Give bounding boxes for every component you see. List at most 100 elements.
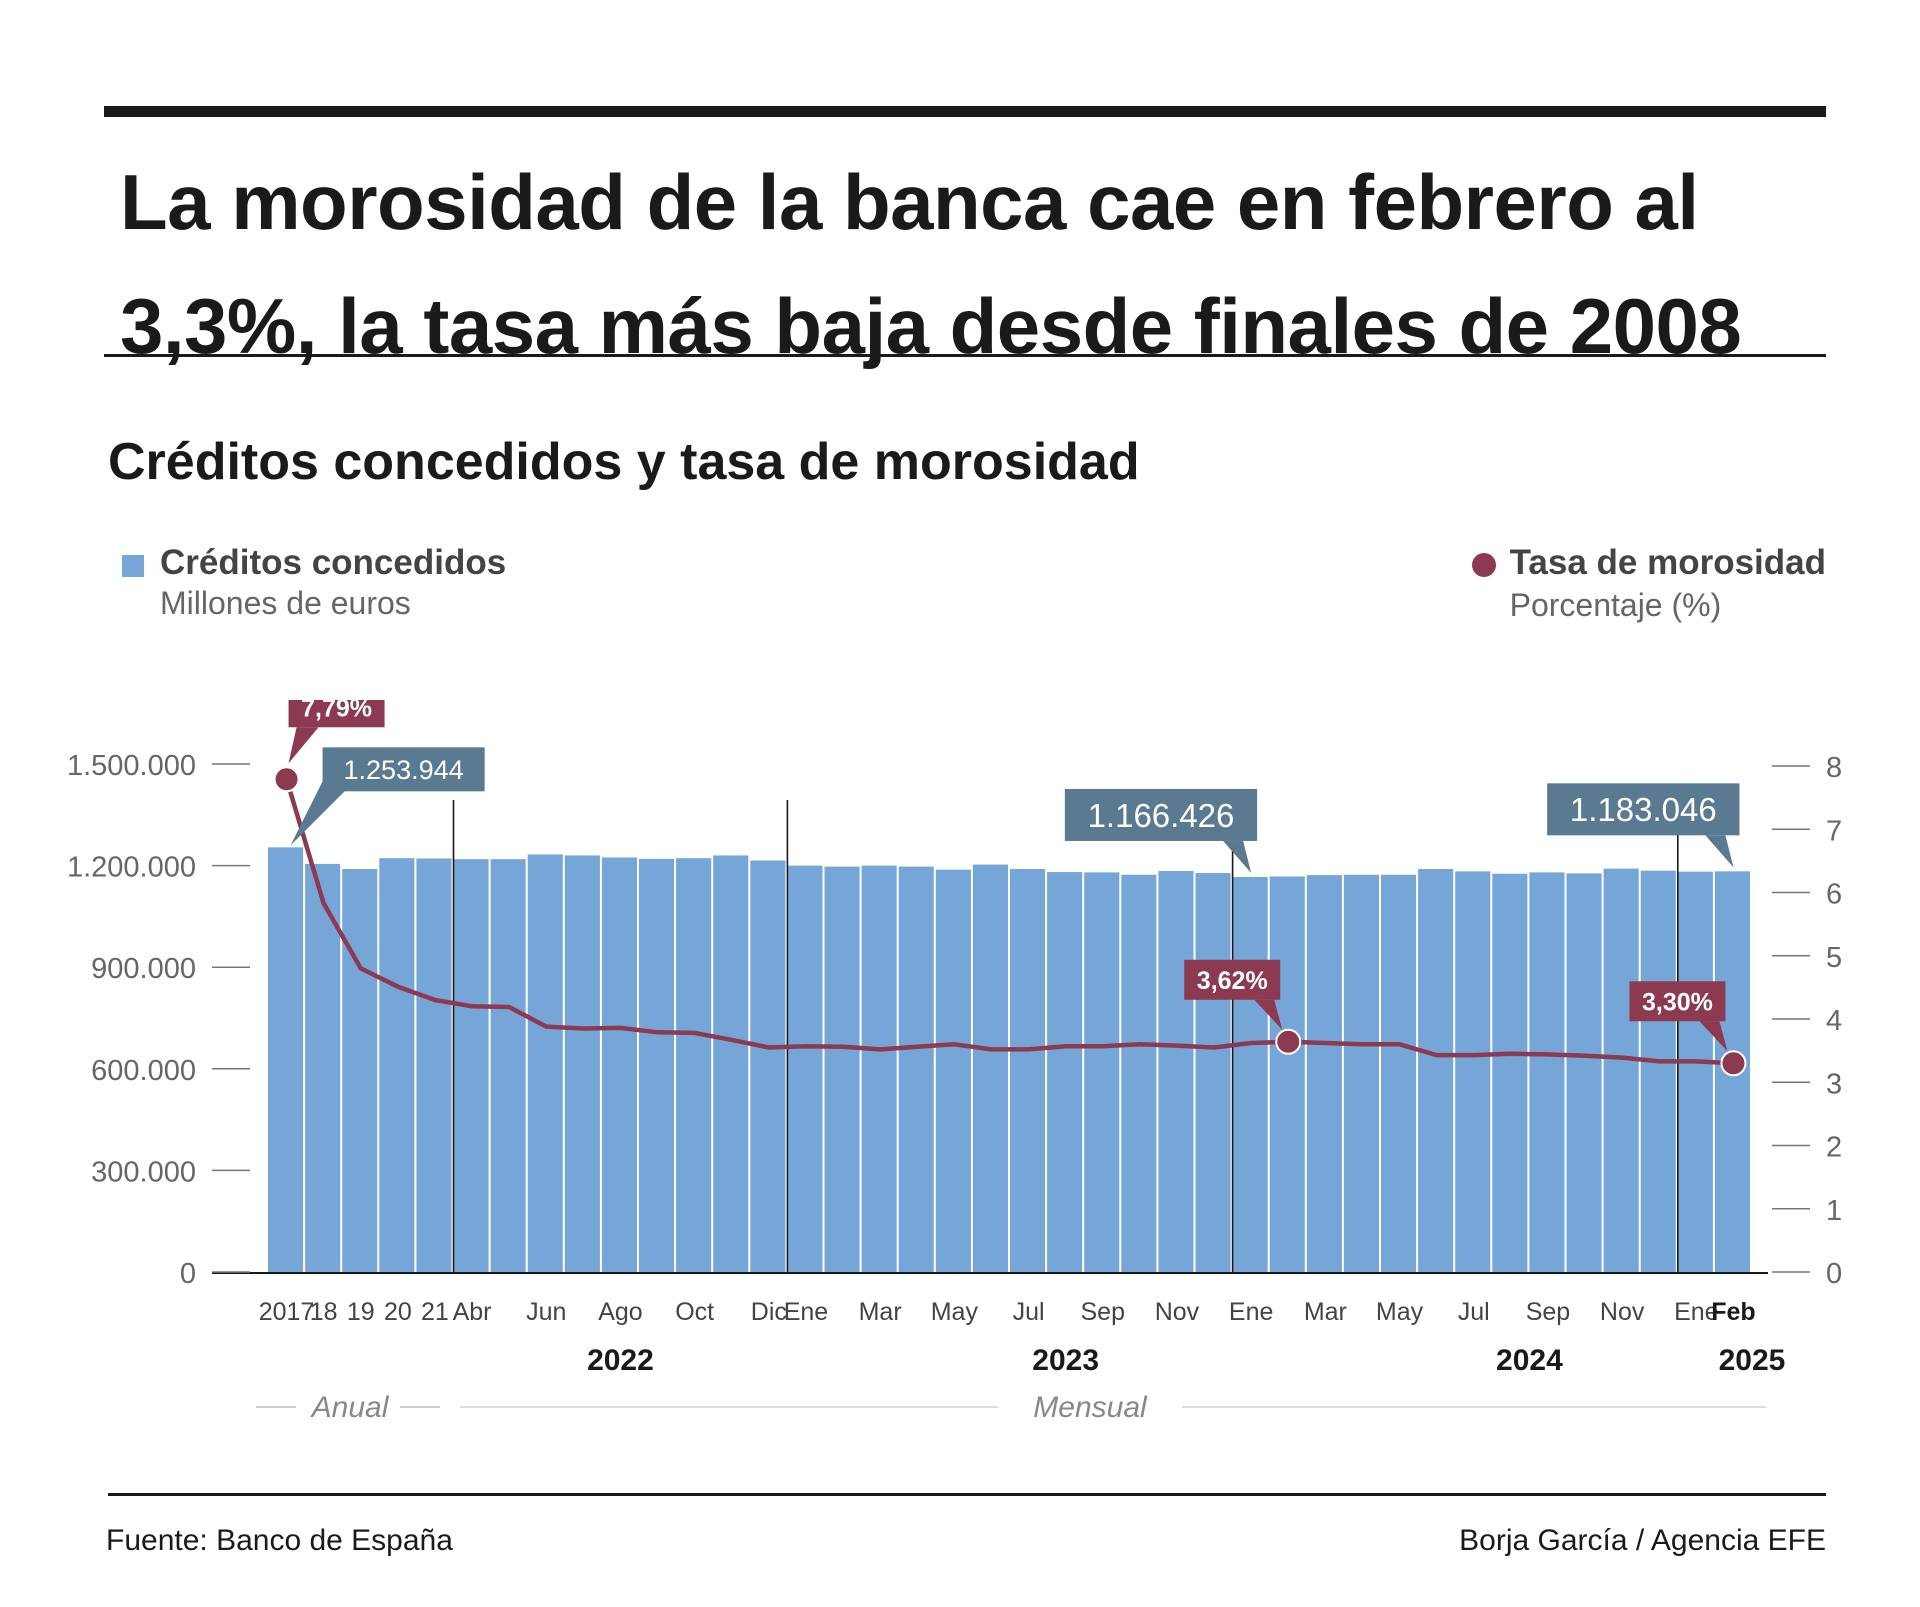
callout-box bbox=[1547, 783, 1740, 836]
morosidad-line bbox=[284, 778, 1734, 1066]
bar bbox=[564, 855, 600, 1272]
bar bbox=[1640, 870, 1676, 1272]
callout-label: 7,79% bbox=[301, 700, 372, 722]
bar bbox=[601, 857, 637, 1272]
callout-box bbox=[1629, 981, 1726, 1022]
bar bbox=[1603, 868, 1639, 1272]
x-tick-label: Nov bbox=[1600, 1298, 1645, 1326]
legend-creditos-name: Créditos concedidos bbox=[160, 543, 507, 582]
bar bbox=[1529, 872, 1565, 1272]
year-label: 2025 bbox=[1719, 1344, 1786, 1377]
bar bbox=[639, 858, 675, 1272]
left-tick-label: 900.000 bbox=[91, 953, 196, 985]
bar bbox=[1418, 868, 1454, 1272]
bar bbox=[787, 865, 823, 1272]
bar bbox=[379, 858, 415, 1272]
page-title: La morosidad de la banca cae en febrero … bbox=[120, 158, 1742, 370]
bar bbox=[1269, 876, 1305, 1272]
year-label: 2022 bbox=[587, 1344, 654, 1377]
right-tick-label: 0 bbox=[1826, 1258, 1842, 1290]
left-tick-label: 1.200.000 bbox=[67, 852, 196, 884]
title-rule bbox=[104, 354, 1826, 357]
callout-pointer bbox=[1699, 1021, 1728, 1052]
bar bbox=[713, 855, 749, 1272]
callout-label: 3,62% bbox=[1197, 967, 1268, 995]
bar bbox=[416, 858, 452, 1272]
legend-creditos-unit: Millones de euros bbox=[160, 585, 411, 621]
left-tick-label: 600.000 bbox=[91, 1055, 196, 1087]
bar bbox=[861, 865, 897, 1272]
bar bbox=[676, 858, 712, 1272]
bar bbox=[750, 860, 786, 1272]
source-text: Fuente: Banco de España bbox=[106, 1524, 453, 1557]
bar bbox=[1343, 874, 1379, 1272]
callout-box bbox=[322, 747, 485, 792]
callout-label: 3,30% bbox=[1642, 988, 1713, 1016]
x-tick-label: Ene bbox=[1674, 1298, 1718, 1326]
callout-pointer bbox=[1705, 835, 1734, 868]
x-tick-label: Sep bbox=[1081, 1298, 1125, 1326]
period-label-mensual: Mensual bbox=[1033, 1391, 1148, 1424]
callout-box bbox=[288, 700, 385, 728]
x-tick-label: Sep bbox=[1526, 1298, 1570, 1326]
bar bbox=[1121, 874, 1157, 1272]
bar-swatch-icon bbox=[122, 555, 144, 577]
legend-morosidad-name: Tasa de morosidad bbox=[1509, 543, 1826, 582]
bar bbox=[1232, 876, 1268, 1272]
x-tick-label: Jul bbox=[1458, 1298, 1490, 1326]
bar bbox=[268, 847, 304, 1272]
bar bbox=[1677, 871, 1713, 1272]
bar bbox=[1566, 873, 1602, 1272]
bar bbox=[453, 859, 489, 1272]
x-tick-label: Ago bbox=[598, 1298, 642, 1326]
bar bbox=[972, 864, 1008, 1272]
top-rule bbox=[104, 106, 1826, 117]
chart-subtitle: Créditos concedidos y tasa de morosidad bbox=[108, 433, 1140, 491]
callout-pointer bbox=[290, 781, 345, 846]
right-tick-label: 5 bbox=[1826, 942, 1842, 974]
combo-chart: 0 300.000 600.000 900.000 1.200.000 1.500.000… bbox=[67, 700, 1842, 1424]
callout-box bbox=[1184, 959, 1281, 1000]
x-tick-label: Jul bbox=[1013, 1298, 1045, 1326]
x-tick-label: 18 bbox=[310, 1298, 338, 1326]
right-tick-label: 6 bbox=[1826, 879, 1842, 911]
bar bbox=[1010, 868, 1046, 1272]
bar bbox=[1047, 872, 1083, 1272]
bar bbox=[898, 866, 934, 1272]
right-tick-label: 7 bbox=[1826, 815, 1842, 847]
bar bbox=[1195, 873, 1231, 1272]
bar bbox=[935, 869, 971, 1272]
bar bbox=[1455, 871, 1491, 1272]
left-tick-label: 0 bbox=[180, 1258, 196, 1290]
bar bbox=[1381, 874, 1417, 1272]
bar bbox=[490, 859, 526, 1272]
legend-morosidad: Tasa de morosidad Porcentaje (%) bbox=[1471, 543, 1826, 624]
x-tick-label: 20 bbox=[384, 1298, 412, 1326]
x-tick-label: Jun bbox=[526, 1298, 566, 1326]
right-tick-label: 3 bbox=[1826, 1068, 1842, 1100]
right-tick-label: 8 bbox=[1826, 752, 1842, 784]
bar bbox=[1306, 875, 1342, 1272]
right-tick-label: 4 bbox=[1826, 1005, 1842, 1037]
bar bbox=[527, 854, 563, 1272]
left-tick-label: 1.500.000 bbox=[67, 750, 196, 782]
x-tick-label: Oct bbox=[675, 1298, 714, 1326]
x-tick-label: Ene bbox=[1229, 1298, 1273, 1326]
bar bbox=[1492, 873, 1528, 1272]
x-tick-label: Feb bbox=[1711, 1298, 1755, 1326]
right-tick-label: 2 bbox=[1826, 1132, 1842, 1164]
callout-box bbox=[1064, 788, 1258, 841]
bar bbox=[342, 868, 378, 1272]
left-tick-label: 300.000 bbox=[91, 1156, 196, 1188]
bar bbox=[1158, 871, 1194, 1272]
year-label: 2023 bbox=[1032, 1344, 1099, 1377]
right-tick-label: 1 bbox=[1826, 1195, 1842, 1227]
x-tick-label: May bbox=[931, 1298, 979, 1326]
bar bbox=[1084, 872, 1120, 1272]
period-label-anual: Anual bbox=[310, 1391, 390, 1424]
callout-label: 1.253.944 bbox=[344, 755, 464, 785]
footer-rule bbox=[108, 1493, 1826, 1496]
callout-point bbox=[273, 766, 300, 793]
x-tick-label: Ene bbox=[784, 1298, 828, 1326]
callout-label: 1.166.426 bbox=[1088, 797, 1235, 834]
